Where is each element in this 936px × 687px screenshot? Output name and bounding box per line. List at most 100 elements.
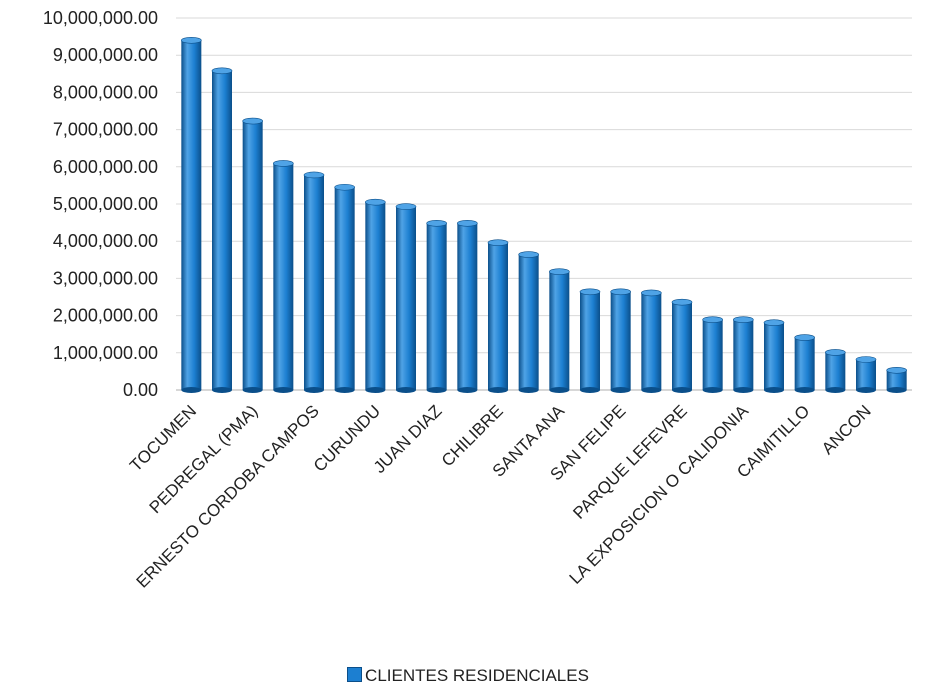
x-tick-label: ANCON: [818, 401, 875, 458]
bar-top: [549, 268, 570, 276]
bar-base: [181, 387, 202, 393]
y-tick-label: 6,000,000.00: [53, 157, 158, 177]
bar-body: [549, 271, 570, 390]
bar: [518, 251, 539, 393]
bar-body: [856, 359, 876, 390]
y-tick-label: 1,000,000.00: [53, 343, 158, 363]
legend-swatch: [347, 667, 363, 682]
bar-body: [365, 202, 386, 390]
bar: [825, 349, 846, 393]
bar-top: [334, 183, 355, 191]
bar-base: [334, 387, 355, 393]
y-tick-label: 2,000,000.00: [53, 306, 158, 326]
bar-top: [395, 203, 417, 210]
bar-body: [580, 291, 600, 390]
bar: [395, 203, 417, 393]
bar-body: [794, 337, 815, 390]
y-axis: 0.00 1,000,000.00 2,000,000.00 3,000,000.00…: [43, 8, 158, 400]
bar-top: [579, 288, 601, 296]
x-tick-label: PARQUE LEFEVRE: [569, 401, 690, 522]
bar-body: [825, 352, 846, 390]
bar: [549, 268, 570, 393]
gridlines: [176, 17, 912, 391]
bar-base: [886, 387, 907, 393]
bar: [763, 319, 785, 393]
bar-base: [273, 387, 294, 393]
bar-base: [457, 387, 478, 393]
bar-top: [242, 117, 263, 125]
bar: [457, 220, 478, 393]
bar-body: [212, 70, 232, 390]
bar-top: [886, 366, 907, 374]
bar: [733, 316, 754, 393]
bar-base: [580, 387, 600, 393]
bar-base: [610, 387, 631, 393]
bar-body: [610, 291, 631, 390]
bar-top: [702, 316, 723, 323]
bar-base: [212, 387, 232, 393]
bar: [855, 356, 877, 393]
bar-body: [672, 302, 692, 390]
bar-body: [641, 292, 662, 390]
bar-top: [487, 239, 509, 246]
bar-top: [641, 289, 662, 297]
bar-top: [518, 251, 539, 258]
y-tick-label: 8,000,000.00: [53, 82, 158, 102]
bar-base: [825, 387, 846, 393]
bar-base: [242, 387, 263, 393]
bar-body: [273, 163, 294, 390]
bar-base: [396, 387, 416, 393]
bar-body: [181, 40, 202, 390]
y-tick-label: 10,000,000.00: [43, 8, 158, 28]
bar-top: [426, 220, 447, 227]
bar-body: [334, 187, 355, 390]
bar: [303, 171, 325, 393]
x-tick-label: PEDREGAL (PMA): [146, 401, 262, 517]
bar: [334, 183, 355, 393]
bar: [579, 288, 601, 393]
bar-top: [825, 349, 846, 356]
bar-top: [794, 334, 815, 341]
y-tick-label: 5,000,000.00: [53, 194, 158, 214]
bar: [181, 37, 202, 393]
bar-base: [549, 387, 570, 393]
bar-top: [181, 37, 202, 44]
bar: [487, 239, 509, 393]
y-tick-label: 4,000,000.00: [53, 231, 158, 251]
bar-top: [211, 67, 233, 75]
bar-base: [856, 387, 876, 393]
bar-top: [273, 160, 294, 167]
bar-body: [518, 254, 539, 390]
bar: [610, 288, 631, 393]
legend: CLIENTES RESIDENCIALES: [0, 666, 936, 686]
bar: [794, 334, 815, 393]
bar-body: [488, 242, 508, 390]
y-tick-label: 3,000,000.00: [53, 268, 158, 288]
bar-body: [457, 223, 478, 390]
bar-top: [671, 298, 693, 306]
bar-top: [457, 220, 478, 227]
bar-top: [365, 198, 386, 206]
y-tick-label: 9,000,000.00: [53, 45, 158, 65]
bar-base: [672, 387, 692, 393]
bar-body: [764, 322, 784, 390]
bar-top: [610, 288, 631, 296]
bar-body: [886, 370, 907, 390]
legend-label: CLIENTES RESIDENCIALES: [365, 666, 589, 685]
bar-body: [242, 121, 263, 390]
bar-body: [396, 206, 416, 390]
bars: [181, 37, 907, 393]
y-tick-label: 7,000,000.00: [53, 120, 158, 140]
bar-body: [702, 319, 723, 390]
bar-top: [763, 319, 785, 326]
bar: [211, 67, 233, 393]
bar-base: [702, 387, 723, 393]
bar-top: [303, 171, 325, 179]
bar: [273, 160, 294, 393]
bar-base: [764, 387, 784, 393]
bar-top: [733, 316, 754, 323]
y-tick-label: 0.00: [123, 380, 158, 400]
bar: [671, 298, 693, 393]
bar-top: [855, 356, 877, 363]
